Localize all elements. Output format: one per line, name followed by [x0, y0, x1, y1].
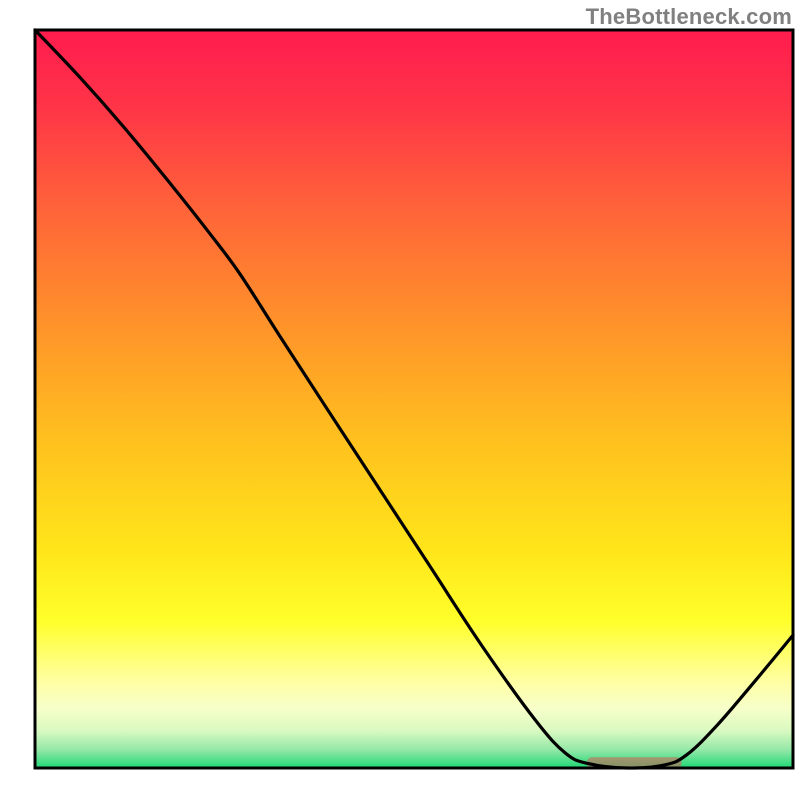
chart-container: TheBottleneck.com	[0, 0, 800, 800]
chart-svg	[0, 0, 800, 800]
watermark-text: TheBottleneck.com	[586, 4, 792, 30]
